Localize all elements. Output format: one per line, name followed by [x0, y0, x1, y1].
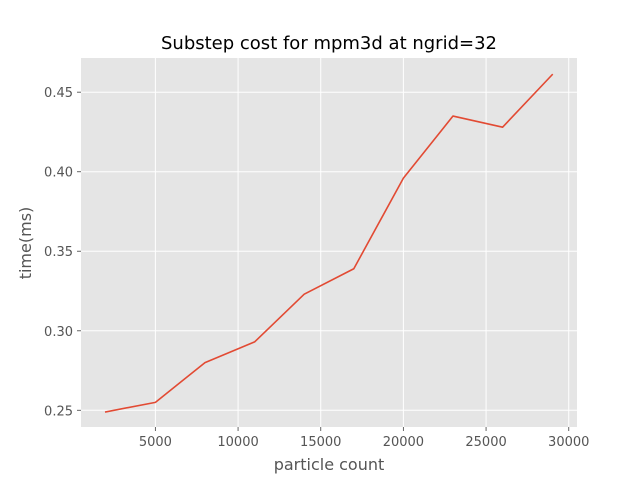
x-tick-label: 5000 — [139, 435, 172, 450]
x-tick-label: 15000 — [300, 435, 341, 450]
y-axis-label: time(ms) — [16, 207, 35, 280]
series-line — [104, 73, 554, 413]
x-tick-label: 10000 — [217, 435, 258, 450]
x-tick-label: 25000 — [465, 435, 506, 450]
chart-title: Substep cost for mpm3d at ngrid=32 — [161, 33, 497, 54]
x-axis-label: particle count — [274, 455, 385, 474]
x-tick-label: 20000 — [383, 435, 424, 450]
axis-ticks: 5000 10000 15000 20000 25000 30000 0.25 0.30 0.3… — [44, 86, 589, 450]
y-tick-label: 0.45 — [44, 86, 73, 101]
gridlines — [81, 58, 577, 427]
y-tick-label: 0.40 — [44, 166, 73, 181]
plot-area — [81, 58, 577, 427]
y-tick-label: 0.35 — [44, 245, 73, 260]
y-tick-label: 0.30 — [44, 325, 73, 340]
x-tick-label: 30000 — [548, 435, 589, 450]
series-layer — [104, 73, 554, 413]
y-tick-label: 0.25 — [44, 404, 73, 419]
